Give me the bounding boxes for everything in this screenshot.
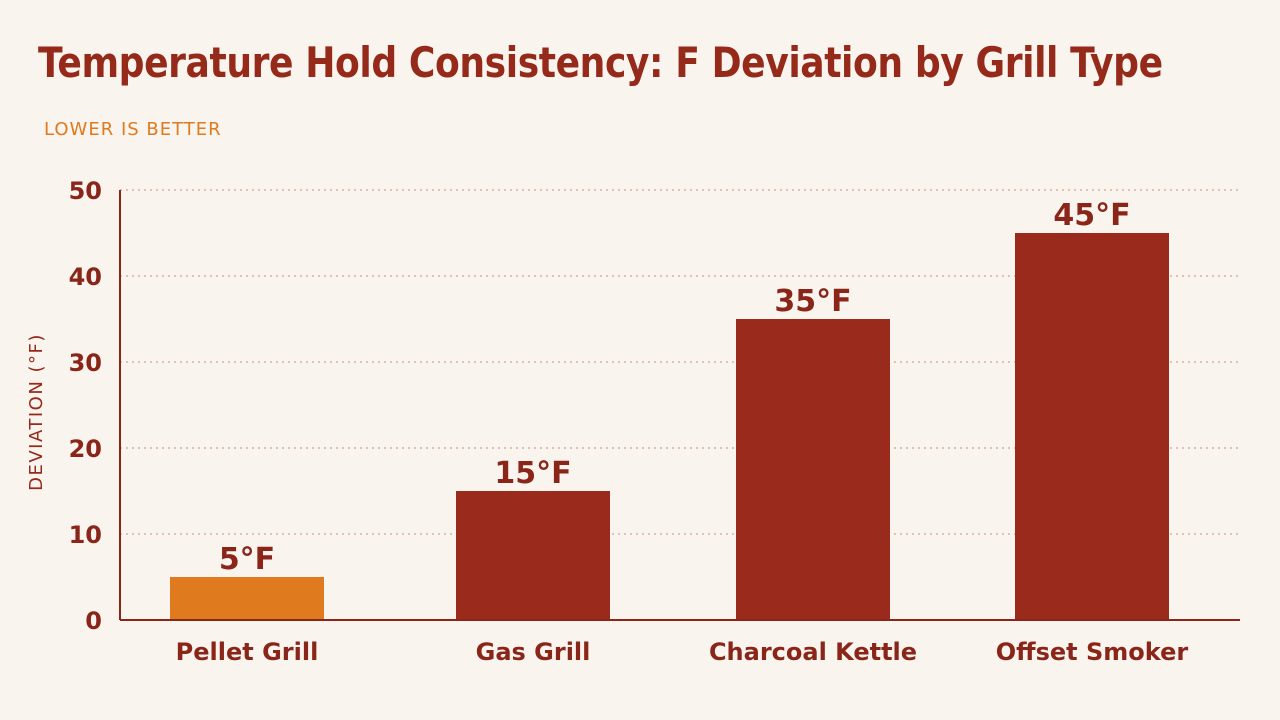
bar <box>170 577 324 620</box>
x-tick-label: Offset Smoker <box>996 638 1189 666</box>
x-tick-label: Pellet Grill <box>176 638 319 666</box>
y-tick-label: 50 <box>69 177 102 205</box>
y-tick-label: 0 <box>85 607 102 635</box>
data-label: 15°F <box>494 456 571 491</box>
chart-title: Temperature Hold Consistency: F Deviatio… <box>38 38 1163 87</box>
bar <box>736 319 890 620</box>
y-tick-label: 20 <box>69 435 102 463</box>
axes <box>119 190 1240 621</box>
bar <box>1015 233 1169 620</box>
data-label: 45°F <box>1053 198 1130 233</box>
data-label: 5°F <box>219 542 275 577</box>
y-axis-title: DEVIATION (°F) <box>26 333 47 491</box>
y-tick-label: 30 <box>69 349 102 377</box>
x-tick-label: Charcoal Kettle <box>709 638 917 666</box>
data-label: 35°F <box>774 284 851 319</box>
y-tick-label: 40 <box>69 263 102 291</box>
bar <box>456 491 610 620</box>
y-tick-label: 10 <box>69 521 102 549</box>
bars <box>170 233 1169 620</box>
chart-subtitle: LOWER IS BETTER <box>44 119 222 140</box>
gridlines <box>120 189 1240 535</box>
labels: 0 10 20 30 40 50 5°F Pellet Grill 15°F Gas Grill 3… <box>69 177 1189 666</box>
x-tick-label: Gas Grill <box>476 638 591 666</box>
